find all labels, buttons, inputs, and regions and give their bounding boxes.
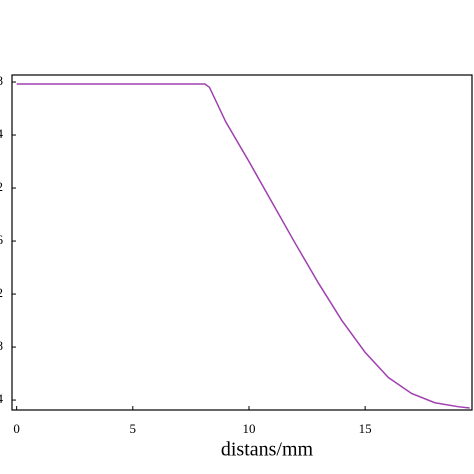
x-axis-title: distans/mm bbox=[221, 439, 314, 461]
y-tick-label: 2.4 bbox=[0, 126, 4, 141]
y-tick-label: 2 bbox=[0, 179, 3, 194]
plot-frame bbox=[11, 74, 473, 411]
line bbox=[16, 83, 470, 409]
y-tick-label: 0.4 bbox=[0, 391, 4, 406]
y-tick-label: 1.6 bbox=[0, 232, 4, 247]
x-tick-label: 0 bbox=[13, 421, 20, 436]
x-tick-label: 5 bbox=[130, 421, 137, 436]
y-tick-label: 1.2 bbox=[0, 285, 3, 300]
y-tick-label: 2.8 bbox=[0, 73, 3, 88]
x-tick-label: 10 bbox=[242, 421, 255, 436]
y-tick-label: 0.8 bbox=[0, 338, 3, 353]
x-tick-label: 15 bbox=[359, 421, 372, 436]
